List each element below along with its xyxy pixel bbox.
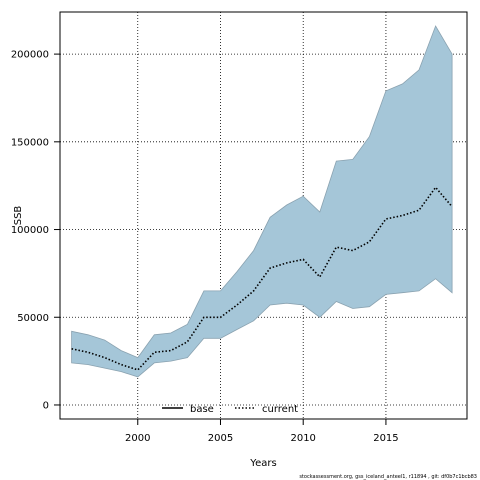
plot-frame (59, 11, 468, 420)
y-tick-label-2: 100000 (11, 225, 49, 236)
legend-label-base: base (190, 404, 214, 415)
x-tick-label-0: 2000 (125, 433, 150, 444)
x-tick-label-3: 2015 (373, 433, 398, 444)
x-axis-label: Years (249, 458, 276, 469)
x-tick-label-1: 2005 (208, 433, 233, 444)
y-tick-label-0: 0 (43, 400, 49, 411)
series-line-current (71, 186, 453, 371)
x-axis: 2000 2005 2010 2015 (125, 419, 399, 444)
y-tick-label-3: 150000 (11, 137, 49, 148)
y-tick-label-1: 50000 (17, 313, 49, 324)
y-axis-label: SSB (13, 206, 24, 226)
y-tick-label-4: 200000 (11, 50, 49, 61)
legend-label-current: current (262, 404, 298, 415)
y-axis: 0 50000 100000 150000 200000 (11, 50, 60, 411)
x-tick-label-2: 2010 (290, 433, 315, 444)
legend: base current (162, 404, 298, 415)
confidence-band (71, 25, 453, 378)
footer-note: stockassessment.org, gss_iceland_anteel1… (299, 474, 477, 480)
